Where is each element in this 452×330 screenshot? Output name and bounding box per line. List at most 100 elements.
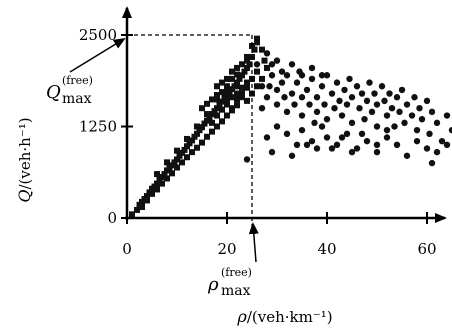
free-flow-point: [209, 96, 215, 103]
ticks-layer: 0 1250 2500 0 20 40 60: [79, 26, 437, 258]
congested-point: [356, 105, 363, 112]
free-flow-point: [204, 111, 210, 118]
y-tick-label: 1250: [79, 118, 117, 136]
x-tick-label: 60: [417, 240, 436, 258]
free-flow-point: [189, 137, 195, 144]
congested-point: [366, 79, 373, 86]
congested-point: [333, 141, 341, 148]
congested-point: [343, 130, 351, 138]
free-flow-point: [144, 197, 150, 204]
free-flow-point: [239, 90, 245, 97]
congested-point: [263, 94, 271, 101]
congested-point: [283, 72, 291, 79]
congested-point: [403, 101, 411, 108]
free-flow-point: [161, 171, 168, 178]
congested-point: [358, 90, 366, 97]
free-flow-point: [239, 94, 245, 101]
free-flow-point: [229, 68, 235, 75]
annotations-layer: Q/(veh·h⁻¹)ρ/(veh·km⁻¹)Q(free)maxρ(free)…: [15, 34, 333, 326]
congested-point: [383, 134, 391, 141]
congested-point: [323, 134, 331, 141]
free-flow-point: [219, 89, 225, 96]
congested-point: [308, 137, 316, 145]
congested-point: [273, 123, 281, 130]
congested-point: [298, 94, 306, 101]
congested-point: [433, 119, 441, 127]
free-flow-point: [209, 128, 215, 135]
free-flow-point: [209, 119, 215, 126]
congested-point: [313, 94, 321, 101]
congested-point: [353, 83, 361, 90]
free-flow-point: [164, 175, 170, 182]
congested-point: [338, 134, 346, 141]
congested-point: [288, 152, 296, 159]
congested-point: [331, 105, 338, 112]
congested-point: [393, 141, 401, 148]
congested-point: [373, 148, 381, 156]
free-flow-point: [219, 79, 225, 86]
free-flow-point: [229, 94, 235, 101]
congested-point: [413, 126, 421, 134]
y-tick-label: 0: [107, 209, 117, 227]
congested-point: [341, 86, 348, 94]
data-points-layer: [129, 35, 452, 218]
congested-point: [253, 61, 261, 68]
congested-point: [281, 94, 288, 101]
free-flow-point: [194, 123, 200, 130]
rho-max-superscript: (free): [221, 266, 252, 279]
free-flow-point: [199, 105, 205, 112]
x-axis-label: ρ/(veh·km⁻¹): [236, 307, 332, 326]
free-flow-point: [159, 180, 165, 187]
congested-point: [311, 119, 318, 127]
free-flow-point: [259, 46, 265, 53]
congested-point: [386, 90, 393, 97]
free-flow-point: [224, 101, 230, 108]
free-flow-point: [261, 57, 268, 64]
congested-point: [358, 130, 366, 138]
rho-max-subscript: max: [221, 283, 251, 299]
y-axis-label: Q/(veh·h⁻¹): [15, 117, 34, 202]
congested-point: [323, 72, 331, 79]
free-flow-point: [219, 118, 225, 125]
congested-point: [298, 72, 306, 79]
free-flow-point: [234, 64, 240, 71]
free-flow-point: [164, 159, 170, 166]
free-flow-point: [199, 124, 205, 131]
congested-point: [336, 97, 343, 105]
congested-point: [363, 97, 371, 105]
congested-point: [308, 75, 316, 83]
free-flow-point: [214, 92, 220, 99]
congested-point: [371, 90, 378, 97]
free-flow-point: [154, 180, 160, 187]
free-flow-point: [179, 159, 185, 166]
free-flow-point: [254, 83, 260, 90]
free-flow-point: [244, 97, 250, 104]
y-tick-label: 2500: [79, 26, 117, 44]
congested-point: [243, 156, 251, 163]
congested-point: [428, 159, 436, 167]
congested-point: [388, 105, 396, 112]
congested-point: [288, 61, 296, 68]
congested-point: [348, 119, 356, 127]
congested-point: [291, 101, 298, 108]
free-flow-point: [154, 186, 160, 193]
congested-point: [411, 94, 418, 101]
congested-point: [263, 134, 271, 141]
free-flow-point: [244, 53, 250, 60]
congested-point: [278, 79, 286, 86]
free-flow-point: [229, 105, 235, 112]
free-flow-point: [139, 204, 145, 211]
congested-point: [401, 119, 408, 127]
free-flow-point: [144, 193, 150, 200]
congested-point: [396, 108, 403, 116]
free-flow-point: [184, 154, 190, 161]
congested-point: [313, 145, 321, 152]
congested-point: [308, 64, 316, 72]
congested-point: [408, 112, 416, 119]
free-flow-point: [174, 164, 180, 171]
congested-point: [433, 148, 441, 156]
congested-point: [438, 137, 446, 145]
free-flow-point: [214, 96, 220, 103]
free-flow-point: [134, 206, 140, 213]
